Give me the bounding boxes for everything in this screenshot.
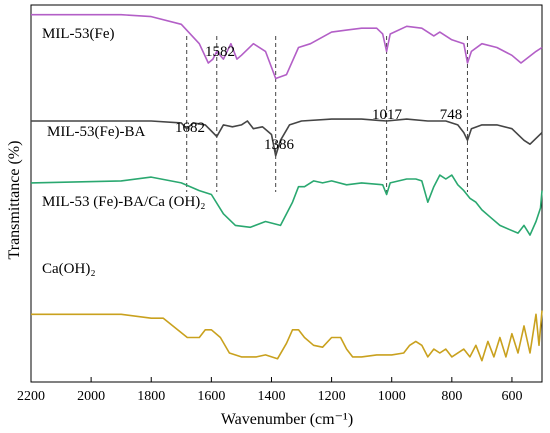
series-line-4 xyxy=(31,310,543,362)
peak-label-1386: 1386 xyxy=(264,137,295,153)
x-tick-label: 600 xyxy=(501,389,522,404)
series-label-mil53fe-ba-caoh2: MIL-53 (Fe)-BA/Ca (OH)₂ xyxy=(42,194,206,210)
series-line-1 xyxy=(31,13,543,80)
peak-label-748: 748 xyxy=(440,107,463,123)
x-tick-label: 1800 xyxy=(137,389,165,404)
series-group xyxy=(30,13,543,362)
series-label-mil53fe-ba: MIL-53(Fe)-BA xyxy=(47,124,145,140)
x-tick-label: 2200 xyxy=(17,389,45,404)
series-line-3 xyxy=(30,174,543,236)
x-tick-label: 1200 xyxy=(318,389,346,404)
peak-label-1582: 1582 xyxy=(205,44,235,60)
x-tick-label: 1400 xyxy=(257,389,285,404)
series-label-mil53fe: MIL-53(Fe) xyxy=(42,26,114,42)
series-line-2 xyxy=(31,118,543,157)
x-tick-label: 1000 xyxy=(378,389,406,404)
x-axis-title: Wavenumber (cm⁻¹) xyxy=(221,411,353,428)
peak-label-1682: 1682 xyxy=(175,120,205,136)
x-axis-ticks: 2200 2000 1800 1600 1400 1200 1000 800 600 xyxy=(17,377,522,404)
series-label-caoh2: Ca(OH)₂ xyxy=(42,261,96,277)
peak-label-1017: 1017 xyxy=(372,107,403,123)
peak-lines xyxy=(186,36,468,192)
x-tick-label: 2000 xyxy=(77,389,105,404)
y-axis-title: Transmittance (%) xyxy=(6,141,23,260)
x-tick-label: 1600 xyxy=(197,389,225,404)
x-tick-label: 800 xyxy=(441,389,462,404)
